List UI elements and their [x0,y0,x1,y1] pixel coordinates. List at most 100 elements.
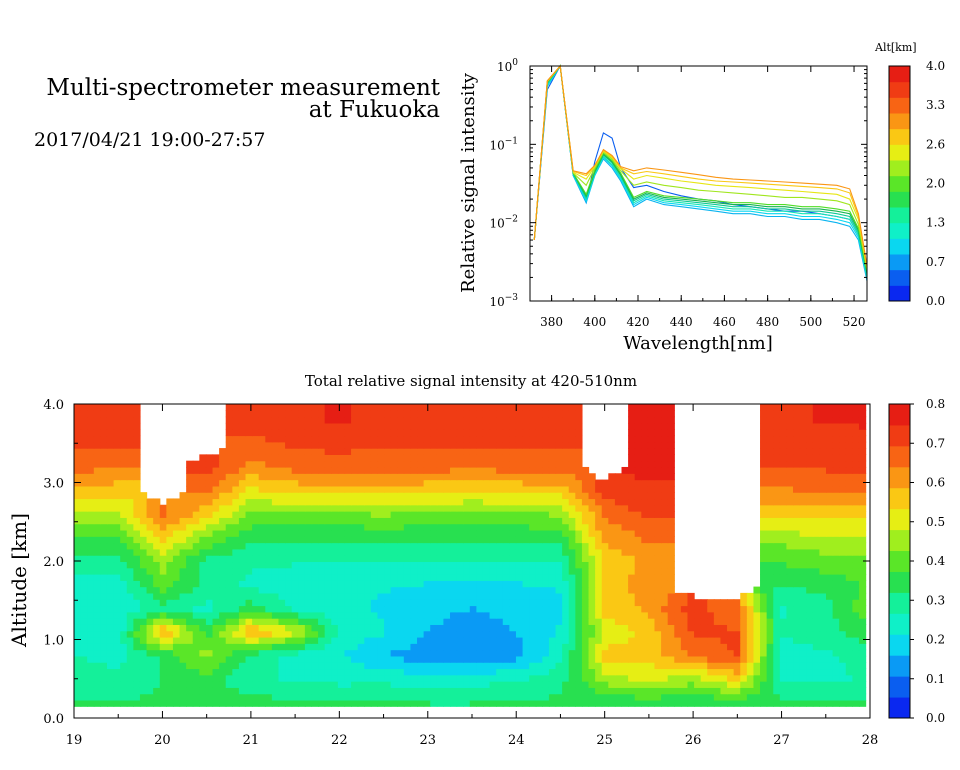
heatmap-cell [793,498,801,506]
heatmap-cell [852,529,860,537]
heatmap-cell [377,662,385,670]
heatmap-cell [535,624,543,632]
heatmap-cell [654,536,662,544]
heatmap-cell [535,511,543,518]
heatmap-cell [482,668,491,676]
heatmap-cell [278,586,286,594]
heatmap-cell [271,586,280,594]
heatmap-cell [265,624,273,632]
heatmap-cell [271,479,280,487]
heatmap-cell [271,485,280,493]
heatmap-cell [733,649,741,657]
heatmap-cell [238,460,247,468]
heatmap-cell [318,561,326,569]
heatmap-cell [581,542,590,550]
heatmap-cell [74,517,82,525]
heatmap-cell [542,668,550,676]
heatmap-cell [845,504,853,512]
heatmap-cell [291,429,299,437]
heatmap-cell [238,429,247,437]
heatmap-cell [258,605,266,613]
heatmap-cell [482,542,491,550]
heatmap-cell [608,643,616,651]
heatmap-cell [80,636,88,644]
heatmap-cell [87,636,95,644]
heatmap-cell [278,605,286,613]
heatmap-cell [727,681,735,688]
heatmap-cell [186,492,194,500]
heatmap-cell [476,580,484,588]
spectrum-x-tick-label: 440 [670,315,693,329]
heatmap-cell [133,668,141,676]
heatmap-cell [120,561,128,569]
heatmap-cell [199,580,207,588]
heatmap-cell [760,466,768,474]
heatmap-cell [799,599,807,607]
heatmap-cell [199,586,207,594]
heatmap-cell [621,466,629,474]
heatmap-cell [430,574,438,581]
heatmap-cell [753,611,761,619]
heatmap-cell [212,523,220,531]
heatmap-cell [146,567,154,575]
heatmap-cell [489,693,497,701]
heatmap-cell [225,536,233,544]
heatmap-cell [463,529,471,537]
heatmap-cell [252,580,260,588]
heatmap-cell [819,485,827,493]
heatmap-cell [779,693,788,701]
heatmap-cell [601,649,609,657]
heatmap-cell [476,504,484,512]
heatmap-cell [252,536,260,544]
heatmap-cell [252,441,260,449]
heatmap-cell [377,636,385,644]
heatmap-cell [489,479,497,487]
heatmap-cell [628,655,636,663]
heatmap-cell [443,555,451,563]
heatmap-cell [199,592,207,600]
heatmap-cell [839,454,847,462]
heatmap-cell [318,693,326,701]
heatmap-cell [628,605,636,613]
heatmap-cell [806,592,814,600]
heatmap-cell [74,599,82,607]
heatmap-cell [568,649,576,657]
heatmap-cell [489,624,497,632]
heatmap-cell [746,592,755,600]
heatmap-cell [337,454,346,462]
heatmap-cell [417,574,425,581]
heatmap-cell [535,479,543,487]
heatmap-cell [555,498,563,506]
heatmap-cell [509,492,517,500]
heatmap-cell [390,460,398,468]
heatmap-cell [469,605,477,613]
heatmap-cell [667,599,675,607]
heatmap-cell [773,429,781,437]
heatmap-cell [634,454,642,462]
heatmap-cell [364,574,372,581]
heatmap-cell [351,699,359,707]
heatmap-cell [621,504,629,512]
heatmap-cell [311,473,319,481]
heatmap-cell [285,674,293,682]
heatmap-cell [225,448,233,455]
heatmap-cell [166,542,174,550]
heatmap-cell [153,511,161,518]
heatmap-cell [430,429,438,437]
heatmap-cell [159,674,167,682]
heatmap-cell [654,605,662,613]
heatmap-cell [661,599,669,607]
heatmap-cell [377,668,385,676]
heatmap-cell [100,699,108,707]
heatmap-cell [601,536,609,544]
heatmap-cell [351,466,359,474]
heatmap-cell [568,435,576,443]
heatmap-cell [172,599,181,607]
heatmap-cell [245,580,253,588]
heatmap-cell [436,605,445,613]
heatmap-cell [238,643,247,651]
heatmap-cell [377,649,385,657]
heatmap-cell [766,466,774,474]
heatmap-cell [463,479,471,487]
heatmap-cell [779,567,788,575]
